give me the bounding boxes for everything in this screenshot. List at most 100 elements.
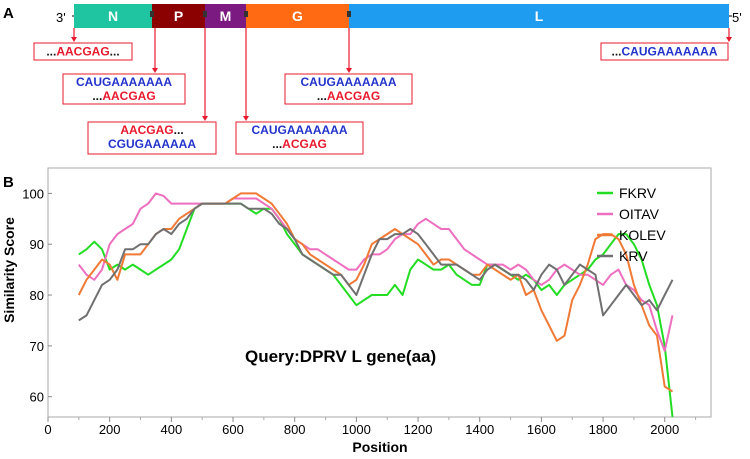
x-tick-label: 0 <box>44 422 51 437</box>
gene-m: M <box>205 4 246 28</box>
legend-label-fkrv: FKRV <box>619 185 657 201</box>
annotation-arrowhead <box>202 116 208 121</box>
x-tick-label: 1800 <box>589 422 618 437</box>
annotation-4: CAUGAAAAAAA...ACGAG <box>235 28 364 155</box>
plot-frame <box>47 167 712 418</box>
x-tick-label: 400 <box>160 422 182 437</box>
gene-block-l <box>349 4 729 28</box>
y-tick-label: 80 <box>30 288 44 303</box>
series-lines <box>77 192 674 418</box>
left-end-label: 3' <box>56 10 66 25</box>
annotation-box <box>33 42 133 61</box>
sequence-line: CAUGAAAAAAA <box>76 75 172 89</box>
gene-block-p <box>152 4 205 28</box>
annotation-arrowhead <box>726 37 732 42</box>
gene-junction-arrows <box>150 11 351 17</box>
right-end-label: 5' <box>732 10 742 25</box>
series-line-oitav <box>78 192 674 352</box>
x-tick-label: 600 <box>222 422 244 437</box>
gene-label-g: G <box>292 8 303 24</box>
sequence-annotations: ...AACGAG...CAUGAAAAAAA...AACGAGAACGAG..… <box>33 28 732 155</box>
annotation-3: AACGAG...CGUGAAAAAA <box>87 28 217 155</box>
x-tick-label: 800 <box>284 422 306 437</box>
y-tick-label: 100 <box>22 186 44 201</box>
legend-label-krv: KRV <box>619 248 648 264</box>
annotation-6: ...CAUGAAAAAAA <box>600 28 732 61</box>
sequence-line: CGUGAAAAAA <box>108 137 196 151</box>
annotation-box <box>600 42 729 61</box>
x-tick-label: 200 <box>99 422 121 437</box>
sequence-line: ...CAUGAAAAAAA <box>611 45 717 59</box>
query-annotation: Query:DPRV L gene(aa) <box>245 347 436 366</box>
y-tick-label: 60 <box>30 390 44 405</box>
sequence-fragment: CAUGAAAAAAA <box>301 75 397 89</box>
sequence-fragment: AACGAG <box>120 123 173 137</box>
sequence-line: AACGAG... <box>120 123 183 137</box>
junction-marker <box>203 11 207 17</box>
x-axis-title: Position <box>352 439 407 455</box>
y-tick-label: 70 <box>30 339 44 354</box>
annotation-box <box>87 121 217 155</box>
sequence-fragment: CAUGAAAAAAA <box>622 45 718 59</box>
sequence-line: CAUGAAAAAAA <box>252 123 348 137</box>
legend-label-oitav: OITAV <box>619 206 660 222</box>
sequence-fragment: ACGAG <box>282 137 327 151</box>
annotation-arrowhead <box>71 37 77 42</box>
junction-marker <box>150 11 154 17</box>
gene-g: G <box>246 4 349 28</box>
sequence-line: ...AACGAG <box>317 89 380 103</box>
x-tick-label: 2000 <box>650 422 679 437</box>
panel-label-a: A <box>3 5 14 22</box>
sequence-fragment: ... <box>272 137 282 151</box>
junction-marker <box>347 11 351 17</box>
sequence-fragment: ... <box>611 45 621 59</box>
gene-block-n <box>74 4 152 28</box>
annotation-arrowhead <box>243 116 249 121</box>
sequence-line: CAUGAAAAAAA <box>301 75 397 89</box>
sequence-fragment: AACGAG <box>102 89 155 103</box>
sequence-line: ...ACGAG <box>272 137 327 151</box>
gene-label-m: M <box>220 8 232 24</box>
annotation-1: ...AACGAG... <box>33 28 133 61</box>
similarity-plot-panel: B 60 70 80 90 100 0 200 400 600 800 1000 1200 1400 1… <box>1 167 712 455</box>
annotation-arrowhead <box>152 68 158 73</box>
series-line-krv <box>78 202 674 322</box>
x-tick-label: 1200 <box>404 422 433 437</box>
y-axis-ticks: 60 70 80 90 100 <box>22 186 52 405</box>
sequence-fragment: CAUGAAAAAAA <box>252 123 348 137</box>
y-axis-title: Similarity Score <box>1 217 17 323</box>
sequence-fragment: ... <box>317 89 327 103</box>
gene-label-l: L <box>535 8 544 24</box>
annotation-box <box>284 73 413 105</box>
y-tick-label: 90 <box>30 237 44 252</box>
sequence-line: ...AACGAG <box>92 89 155 103</box>
panel-label-b: B <box>3 174 14 191</box>
junction-marker <box>244 11 248 17</box>
annotation-2: CAUGAAAAAAA...AACGAG <box>62 28 186 105</box>
sequence-fragment: ... <box>46 45 56 59</box>
x-axis-ticks: 0 200 400 600 800 1000 1200 1400 1600 1800 2000 <box>44 417 697 437</box>
sequence-fragment: CGUGAAAAAA <box>108 137 196 151</box>
gene-block-g <box>246 4 349 28</box>
sequence-fragment: ... <box>92 89 102 103</box>
annotation-arrowhead <box>346 68 352 73</box>
series-line-fkrv <box>78 202 674 418</box>
sequence-fragment: CAUGAAAAAAA <box>76 75 172 89</box>
series-line-kolev <box>77 192 674 393</box>
x-tick-label: 1600 <box>527 422 556 437</box>
sequence-line: ...AACGAG... <box>46 45 119 59</box>
sequence-fragment: ... <box>174 123 184 137</box>
x-tick-label: 1400 <box>465 422 494 437</box>
gene-block-m <box>205 4 246 28</box>
sequence-fragment: ... <box>110 45 120 59</box>
legend-label-kolev: KOLEV <box>619 227 666 243</box>
annotation-box <box>235 121 364 155</box>
gene-n: N <box>74 4 152 28</box>
gene-l: L <box>349 4 729 28</box>
annotation-5: CAUGAAAAAAA...AACGAG <box>284 28 413 105</box>
gene-p: P <box>152 4 205 28</box>
sequence-fragment: AACGAG <box>56 45 109 59</box>
